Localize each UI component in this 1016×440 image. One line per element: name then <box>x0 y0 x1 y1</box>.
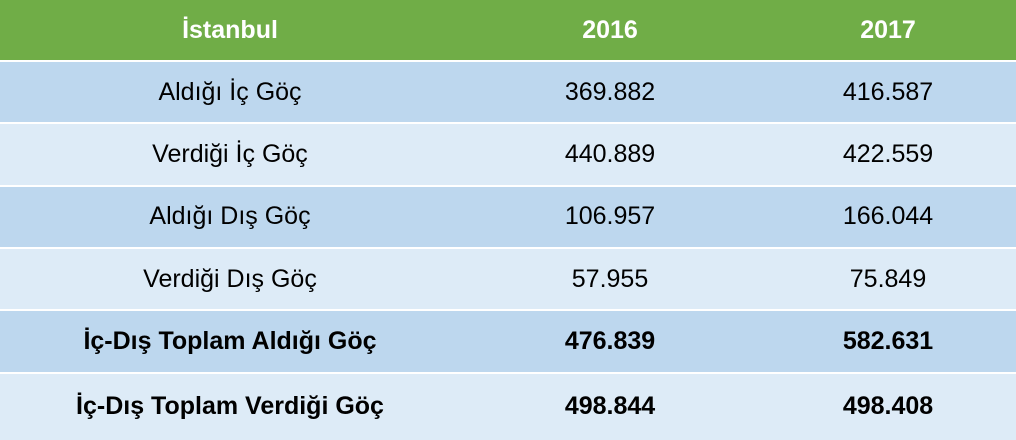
value-cell: 476.839 <box>460 310 760 374</box>
value-cell: 498.844 <box>460 372 760 440</box>
value-cell: 440.889 <box>460 123 760 187</box>
header-row: İstanbul 2016 2017 <box>0 0 1016 62</box>
row-label: Verdiği İç Göç <box>0 123 460 187</box>
header-cell: 2016 <box>460 0 760 62</box>
value-cell: 582.631 <box>760 310 1016 374</box>
value-cell: 498.408 <box>760 372 1016 440</box>
value-cell: 416.587 <box>760 61 1016 125</box>
table-row: Aldığı Dış Göç 106.957 166.044 <box>0 185 1016 249</box>
table-row: İç-Dış Toplam Verdiği Göç 498.844 498.408 <box>0 372 1016 440</box>
row-label: Aldığı Dış Göç <box>0 185 460 249</box>
value-cell: 166.044 <box>760 185 1016 249</box>
value-cell: 422.559 <box>760 123 1016 187</box>
header-cell: 2017 <box>760 0 1016 62</box>
table-row: İç-Dış Toplam Aldığı Göç 476.839 582.631 <box>0 310 1016 374</box>
table-body: Aldığı İç Göç 369.882 416.587 Verdiği İç Gö… <box>0 61 1016 440</box>
row-label: Verdiği Dış Göç <box>0 247 460 312</box>
value-cell: 75.849 <box>760 247 1016 312</box>
table-row: Verdiği Dış Göç 57.955 75.849 <box>0 247 1016 312</box>
row-label: Aldığı İç Göç <box>0 61 460 125</box>
row-label: İç-Dış Toplam Verdiği Göç <box>0 372 460 440</box>
value-cell: 106.957 <box>460 185 760 249</box>
value-cell: 57.955 <box>460 247 760 312</box>
table-row: Aldığı İç Göç 369.882 416.587 <box>0 61 1016 125</box>
value-cell: 369.882 <box>460 61 760 125</box>
header-cell: İstanbul <box>0 0 460 62</box>
table-row: Verdiği İç Göç 440.889 422.559 <box>0 123 1016 187</box>
row-label: İç-Dış Toplam Aldığı Göç <box>0 310 460 374</box>
